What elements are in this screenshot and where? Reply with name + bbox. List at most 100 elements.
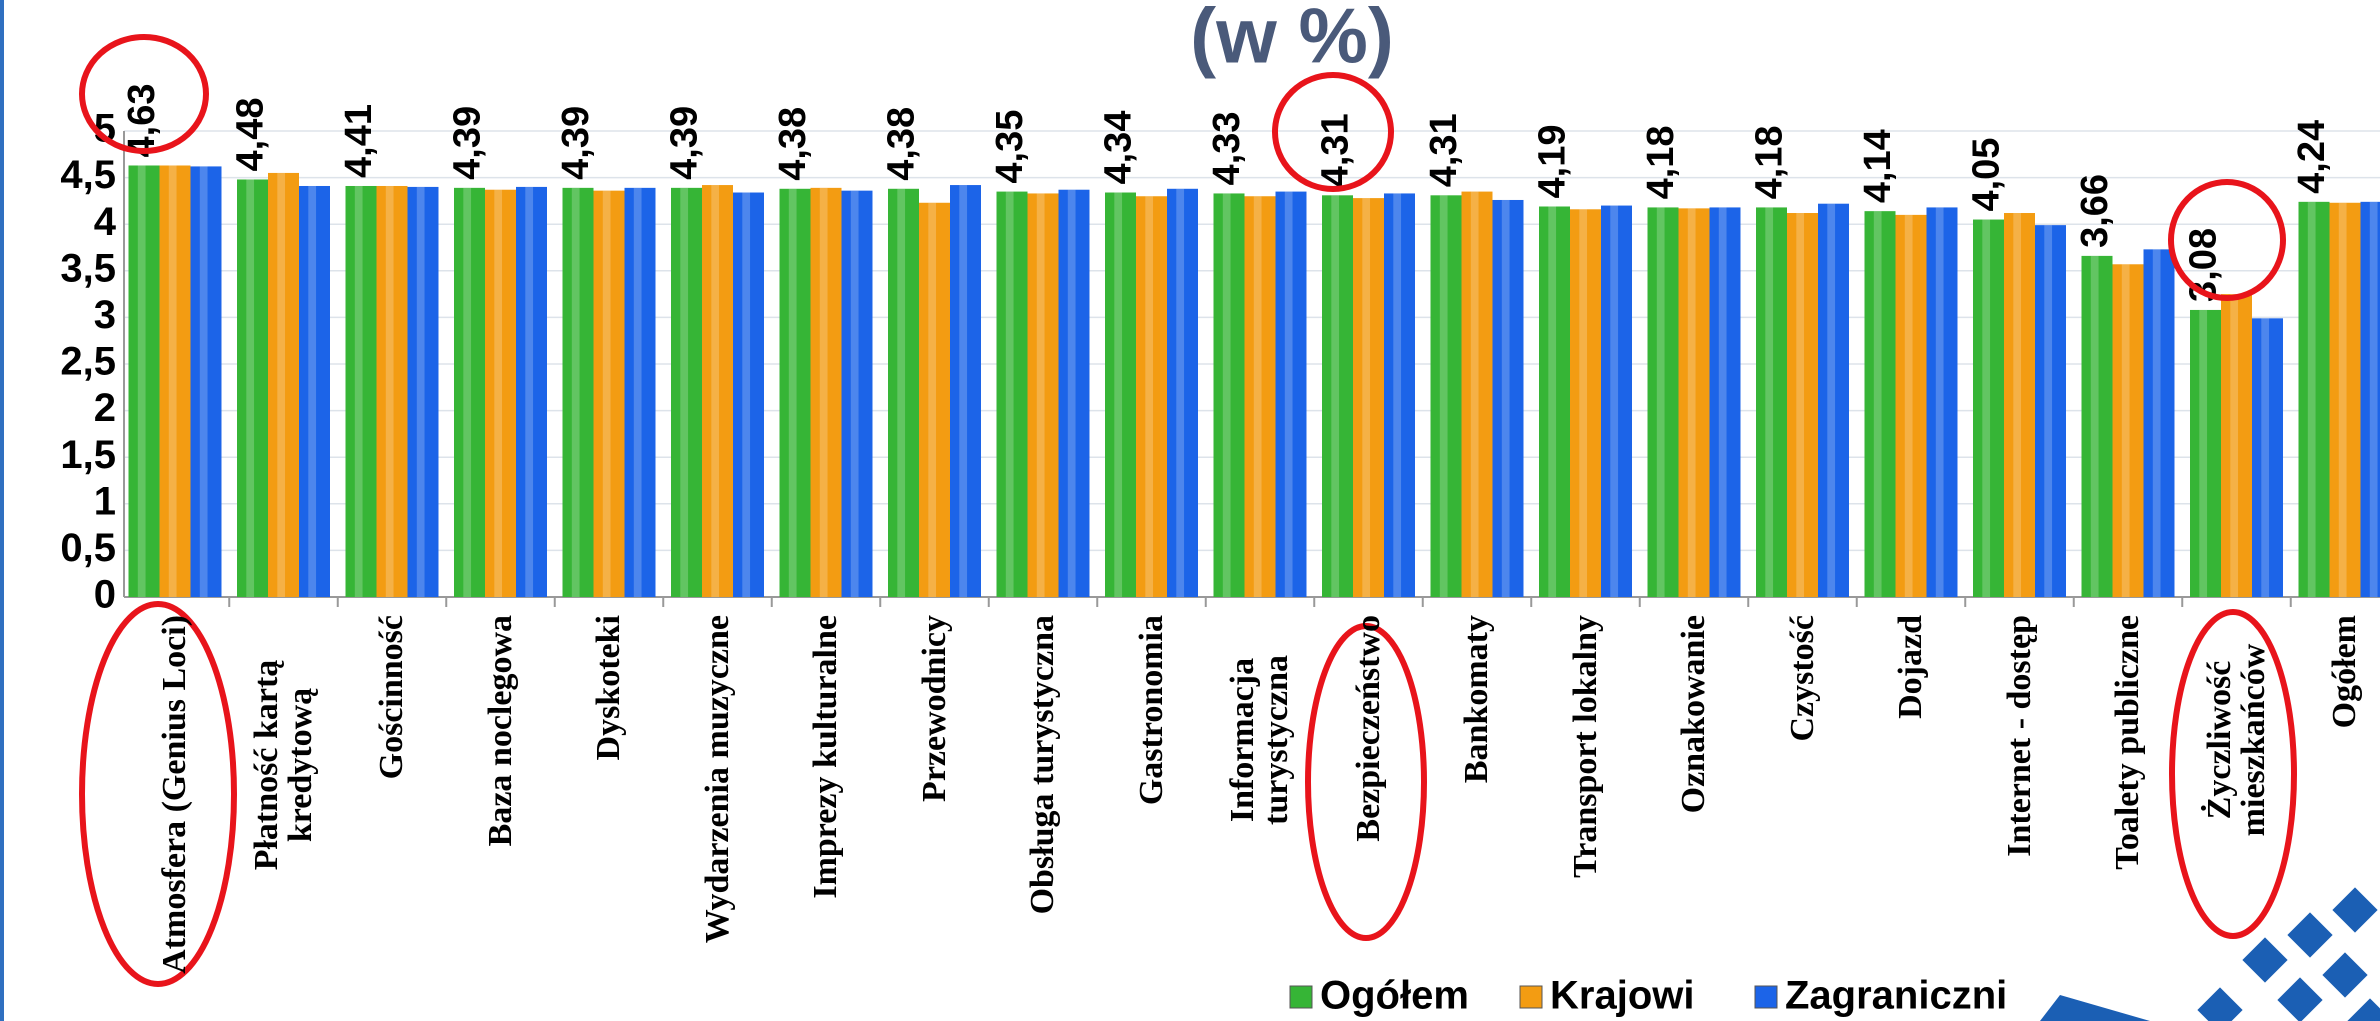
bar-highlight xyxy=(1439,195,1448,598)
bar-highlight xyxy=(1362,198,1371,597)
bar-highlight xyxy=(633,187,642,598)
category-text: Baza noclegowa xyxy=(481,615,519,847)
category-text: Ogółem xyxy=(2326,615,2363,729)
bar xyxy=(2112,264,2144,597)
data-label: 4,38 xyxy=(881,107,923,181)
data-label: 4,14 xyxy=(1857,129,1899,203)
chart-title: (w %) xyxy=(1190,0,1394,80)
bar-highlight xyxy=(1796,213,1805,598)
bar xyxy=(1756,207,1787,597)
bar-highlight xyxy=(1718,207,1727,597)
y-tick-label: 1,5 xyxy=(60,433,116,477)
bar-highlight xyxy=(416,186,425,598)
bar-highlight xyxy=(308,185,317,597)
bar-highlight xyxy=(2044,225,2053,597)
bar-highlight xyxy=(1873,211,1882,598)
bar xyxy=(299,185,330,597)
bar xyxy=(516,186,547,598)
bar xyxy=(2190,309,2221,597)
highlight-ring xyxy=(79,601,237,987)
category-text: Dyskoteki xyxy=(590,615,627,761)
highlight-ring xyxy=(1305,623,1427,941)
category-text: Bezpieczeństwo xyxy=(1349,615,1387,842)
bar-highlight xyxy=(1765,207,1774,597)
bar-highlight xyxy=(199,166,208,597)
bar xyxy=(841,190,873,597)
x-tick-label: Oznakowanie xyxy=(1675,615,1712,1021)
bar xyxy=(919,202,950,598)
bar-highlight xyxy=(1393,193,1402,597)
bar xyxy=(376,185,408,597)
bar-highlight xyxy=(1470,191,1479,597)
data-label: 4,33 xyxy=(1206,111,1248,185)
data-label: 4,39 xyxy=(555,106,597,180)
y-tick-label: 4 xyxy=(94,200,117,244)
bar xyxy=(1787,213,1818,598)
bar-highlight xyxy=(602,190,611,597)
bar xyxy=(1678,208,1710,597)
bar-highlight xyxy=(788,188,797,597)
bar xyxy=(779,188,811,597)
bar xyxy=(733,192,764,597)
bar xyxy=(2143,249,2175,597)
bar-highlight xyxy=(525,186,534,598)
bar-highlight xyxy=(2152,249,2161,597)
bar xyxy=(702,185,733,597)
bar-highlight xyxy=(168,165,177,597)
data-label: 4,19 xyxy=(1532,125,1574,199)
category-text: Gastronomia xyxy=(1132,615,1170,806)
data-label: 4,18 xyxy=(1749,125,1791,199)
category-text: Transport lokalny xyxy=(1566,615,1604,878)
bar xyxy=(1167,188,1198,597)
x-tick-label: Gościnność xyxy=(373,615,410,1021)
category-text: Gościnność xyxy=(373,615,410,780)
category-text: Atmosfera (Genius Loci) xyxy=(156,615,193,974)
bar xyxy=(345,185,377,597)
category-text: Płatność kartą kredytową xyxy=(247,659,319,871)
bar-highlight xyxy=(2013,213,2022,598)
bar xyxy=(1430,195,1462,598)
legend-label: Krajowi xyxy=(1550,974,1694,1018)
x-tick-label: Czystość xyxy=(1784,615,1821,1021)
x-tick-label: Baza noclegowa xyxy=(481,615,519,1021)
bar xyxy=(2035,225,2066,597)
bar xyxy=(485,189,516,597)
legend-swatch xyxy=(1289,985,1313,1009)
bar xyxy=(888,188,919,597)
y-tick-label: 2 xyxy=(94,386,116,430)
bar-highlight xyxy=(2307,201,2316,597)
bar-highlight xyxy=(1548,206,1557,597)
bar xyxy=(407,186,439,598)
bar xyxy=(2081,255,2113,597)
bar xyxy=(1105,192,1136,597)
bar-highlight xyxy=(1501,199,1510,597)
bar-highlight xyxy=(1827,203,1836,598)
bar-highlight xyxy=(959,185,968,597)
y-tick-label: 0,5 xyxy=(60,526,116,570)
data-label: 4,48 xyxy=(230,97,272,171)
legend-label: Zagraniczni xyxy=(1785,974,2007,1018)
bar xyxy=(128,165,160,597)
data-label: 4,18 xyxy=(1640,125,1682,199)
y-tick-label: 2,5 xyxy=(60,340,116,384)
category-text: Toalety publiczne xyxy=(2109,615,2146,870)
bar-highlight xyxy=(1222,193,1231,597)
bar xyxy=(190,166,222,597)
bar-highlight xyxy=(1331,195,1340,598)
bar xyxy=(624,187,656,598)
bar xyxy=(2298,201,2330,597)
bar xyxy=(1384,193,1415,597)
bar xyxy=(1709,207,1741,597)
bar xyxy=(1027,193,1059,597)
bar-highlight xyxy=(1005,191,1014,597)
logo-piece xyxy=(2322,952,2368,998)
bar xyxy=(1353,198,1384,597)
bar-highlight xyxy=(1036,193,1045,597)
category-text: Życzliwość mieszkańców xyxy=(2200,643,2272,837)
legend-swatch xyxy=(1754,985,1778,1009)
y-tick-label: 3,5 xyxy=(60,246,116,290)
logo-piece xyxy=(2332,887,2378,933)
bar xyxy=(1864,211,1896,598)
